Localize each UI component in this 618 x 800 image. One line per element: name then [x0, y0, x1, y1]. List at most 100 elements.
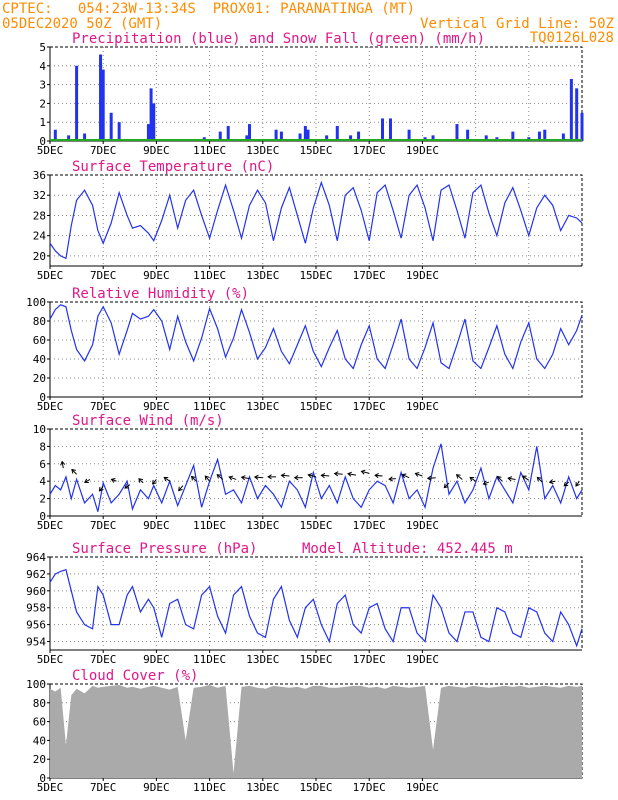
precip-bar [298, 133, 302, 141]
wind-arrow [280, 472, 290, 479]
x-tick-label: 19DEC [406, 781, 439, 794]
y-tick-label: 60 [33, 334, 46, 347]
y-tick-label: 956 [26, 619, 46, 632]
panel-6: Cloud Cover (%) 0 20 40 60 80 100 5DEC 7DEC 9DEC 1… [26, 668, 583, 794]
wind-arrow [138, 478, 144, 484]
x-tick-label: 15DEC [299, 144, 332, 157]
precip-bar [146, 124, 150, 141]
precip-bar [580, 112, 584, 141]
x-tick-label: 15DEC [299, 781, 332, 794]
y-tick-label: 80 [33, 697, 46, 710]
wind-arrow [496, 475, 503, 482]
precip-bar [75, 65, 79, 141]
panel-title: Surface Pressure (hPa) [72, 541, 257, 557]
precip-bar [431, 135, 435, 141]
x-tick-label: 7DEC [90, 519, 117, 532]
panel-4: Surface Wind (m/s) 0 2 4 6 8 10 5DEC 7DEC 9DEC 11D… [33, 413, 583, 532]
precip-bar [575, 88, 579, 141]
wind-arrow [360, 469, 370, 475]
y-tick-label: 2 [39, 493, 46, 506]
y-tick-label: 32 [33, 189, 46, 202]
wind-arrow [253, 474, 263, 480]
precip-bar [466, 129, 470, 141]
precip-bar [149, 88, 153, 141]
header-grid-line: Vertical Grid Line: 50Z [420, 16, 614, 32]
x-tick-label: 5DEC [37, 400, 64, 413]
y-tick-label: 80 [33, 315, 46, 328]
x-tick-label: 7DEC [90, 781, 117, 794]
precip-bar [67, 135, 71, 141]
precip-bar [83, 133, 87, 141]
x-tick-label: 19DEC [406, 400, 439, 413]
x-tick-label: 5DEC [37, 144, 64, 157]
x-tick-label: 13DEC [246, 653, 279, 666]
x-tick-label: 17DEC [353, 781, 386, 794]
wind-arrow [575, 480, 580, 487]
precip-bar [381, 118, 384, 141]
series-line [49, 568, 583, 648]
panel-2: Surface Temperature (nC) 20 24 28 32 36 5DEC 7D… [33, 159, 583, 282]
plot-frame [49, 428, 583, 517]
x-tick-label: 5DEC [37, 519, 64, 532]
x-tick-label: 13DEC [246, 269, 279, 282]
precip-bar [152, 103, 156, 141]
precip-bar [218, 131, 222, 141]
wind-arrow [374, 473, 383, 479]
wind-arrow [482, 480, 490, 486]
x-tick-label: 7DEC [90, 400, 117, 413]
x-tick-label: 19DEC [406, 269, 439, 282]
x-tick-label: 9DEC [143, 144, 170, 157]
model-altitude-label: Model Altitude: 452.445 m [302, 541, 513, 557]
wind-arrow [521, 475, 530, 481]
panel-5: Surface Pressure (hPa) Model Altitude: 45… [26, 541, 583, 666]
y-tick-label: 10 [33, 423, 46, 436]
wind-arrow [347, 471, 356, 477]
wind-arrow [267, 474, 277, 480]
x-tick-label: 11DEC [193, 144, 226, 157]
x-tick-label: 7DEC [90, 269, 117, 282]
x-tick-label: 19DEC [406, 519, 439, 532]
panel-title: Cloud Cover (%) [72, 668, 198, 684]
precip-bar [484, 135, 488, 141]
wind-arrow [443, 482, 450, 489]
precip-bar [274, 129, 278, 141]
x-tick-label: 13DEC [246, 519, 279, 532]
x-tick-label: 7DEC [90, 144, 117, 157]
wind-arrow [204, 475, 210, 482]
precip-bar [561, 133, 565, 141]
y-tick-label: 962 [26, 568, 46, 581]
y-tick-label: 2 [39, 97, 46, 110]
panel-title: Relative Humidity (%) [72, 286, 249, 302]
x-tick-label: 7DEC [90, 653, 117, 666]
x-tick-label: 17DEC [353, 144, 386, 157]
x-tick-label: 17DEC [353, 519, 386, 532]
x-tick-label: 15DEC [299, 400, 332, 413]
x-tick-label: 13DEC [246, 144, 279, 157]
wind-arrow [563, 481, 570, 487]
precip-bar [335, 125, 339, 141]
precip-bar [349, 135, 353, 141]
x-tick-label: 11DEC [193, 653, 226, 666]
x-tick-label: 17DEC [353, 269, 386, 282]
precip-bar [248, 124, 251, 141]
precip-bar [537, 131, 541, 141]
y-tick-label: 40 [33, 734, 46, 747]
precip-bar [569, 78, 573, 141]
y-tick-label: 36 [33, 169, 46, 182]
panel-title: Surface Temperature (nC) [72, 159, 274, 175]
wind-arrow [190, 475, 197, 482]
wind-arrow [178, 485, 184, 492]
header-location: CPTEC: 054:23W-13:34S PROX01: PARANATING… [2, 1, 415, 17]
x-tick-label: 11DEC [193, 781, 226, 794]
precip-bar [226, 125, 230, 141]
x-tick-label: 15DEC [299, 653, 332, 666]
x-tick-label: 9DEC [143, 519, 170, 532]
y-tick-label: 964 [26, 551, 46, 564]
precip-bar [109, 112, 113, 141]
y-tick-label: 954 [26, 636, 46, 649]
x-tick-label: 11DEC [193, 519, 226, 532]
precip-bar [303, 125, 307, 141]
y-tick-label: 20 [33, 372, 46, 385]
wind-arrow [536, 476, 543, 483]
precip-bar [357, 131, 361, 141]
